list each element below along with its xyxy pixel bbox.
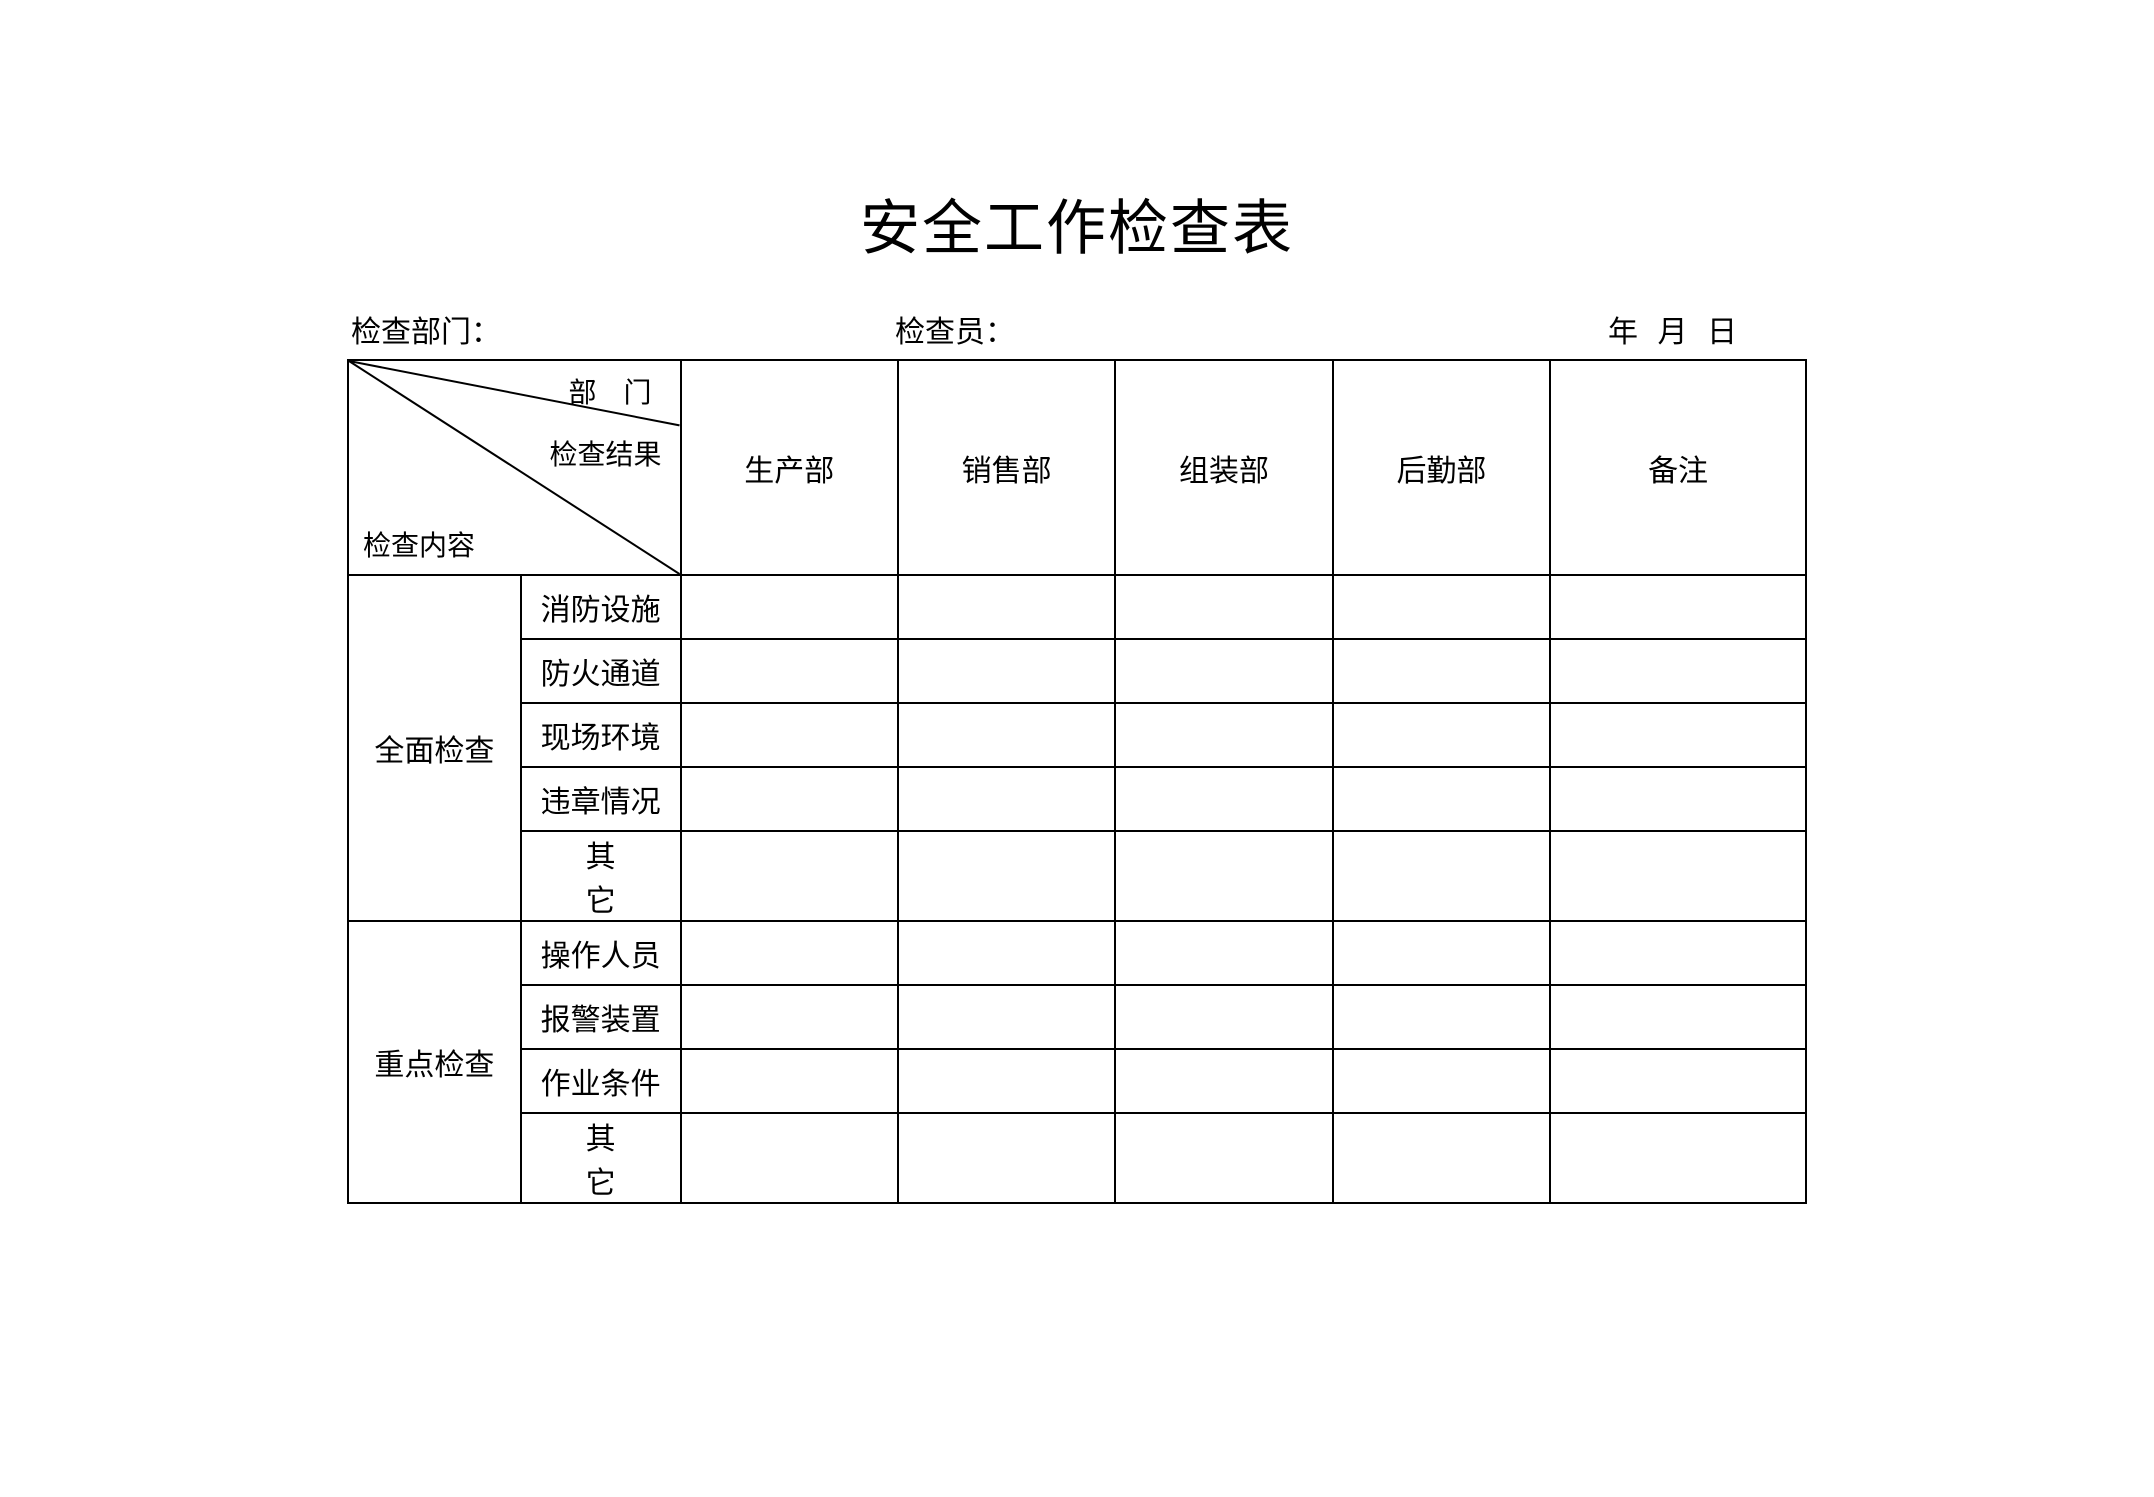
column-header: 销售部 (898, 360, 1115, 575)
data-cell (1115, 703, 1332, 767)
data-cell (898, 575, 1115, 639)
item-label: 防火通道 (521, 639, 681, 703)
group-label: 全面检查 (348, 575, 521, 921)
data-cell (681, 703, 898, 767)
data-cell (681, 831, 898, 921)
data-cell (1333, 575, 1550, 639)
data-cell (681, 575, 898, 639)
table-row: 重点检查 操作人员 (348, 921, 1806, 985)
data-cell (1550, 1049, 1806, 1113)
data-cell (1115, 1049, 1332, 1113)
diagonal-header-cell: 部 门 检查结果 检查内容 (348, 360, 681, 575)
data-cell (1550, 639, 1806, 703)
data-cell (898, 831, 1115, 921)
data-cell (681, 639, 898, 703)
item-label: 操作人员 (521, 921, 681, 985)
column-header: 备注 (1550, 360, 1806, 575)
page-title: 安全工作检查表 (150, 180, 2004, 267)
data-cell (898, 985, 1115, 1049)
table-row: 报警装置 (348, 985, 1806, 1049)
data-cell (1550, 767, 1806, 831)
document-page: 安全工作检查表 检查部门： 检查员： 年 月 日 部 门 检查结果 检查内容 (0, 0, 2154, 1204)
data-cell (898, 1049, 1115, 1113)
data-cell (898, 639, 1115, 703)
column-header: 生产部 (681, 360, 898, 575)
data-cell (1115, 831, 1332, 921)
table-row: 现场环境 (348, 703, 1806, 767)
item-label: 作业条件 (521, 1049, 681, 1113)
table-row: 防火通道 (348, 639, 1806, 703)
diag-label-bottom: 检查内容 (363, 524, 475, 564)
data-cell (1115, 767, 1332, 831)
data-cell (681, 767, 898, 831)
data-cell (1333, 1049, 1550, 1113)
header-info-row: 检查部门： 检查员： 年 月 日 (347, 307, 1807, 359)
item-label: 其 它 (521, 1113, 681, 1203)
data-cell (1115, 575, 1332, 639)
item-label: 违章情况 (521, 767, 681, 831)
data-cell (1115, 921, 1332, 985)
data-cell (1333, 1113, 1550, 1203)
data-cell (898, 921, 1115, 985)
table-row: 全面检查 消防设施 (348, 575, 1806, 639)
group-label: 重点检查 (348, 921, 521, 1203)
date-label: 年 月 日 (1319, 307, 1803, 351)
table-row: 其 它 (348, 831, 1806, 921)
dept-label: 检查部门： (351, 307, 775, 351)
data-cell (1550, 985, 1806, 1049)
data-cell (681, 1049, 898, 1113)
table-row: 违章情况 (348, 767, 1806, 831)
data-cell (681, 985, 898, 1049)
column-header: 后勤部 (1333, 360, 1550, 575)
data-cell (1333, 639, 1550, 703)
data-cell (1333, 831, 1550, 921)
data-cell (1333, 703, 1550, 767)
data-cell (898, 703, 1115, 767)
table-row: 其 它 (348, 1113, 1806, 1203)
table-row: 作业条件 (348, 1049, 1806, 1113)
item-label: 报警装置 (521, 985, 681, 1049)
table-header-row: 部 门 检查结果 检查内容 生产部 销售部 组装部 后勤部 备注 (348, 360, 1806, 575)
item-label: 其 它 (521, 831, 681, 921)
data-cell (1115, 985, 1332, 1049)
data-cell (1550, 921, 1806, 985)
data-cell (681, 921, 898, 985)
data-cell (1333, 985, 1550, 1049)
diag-label-top: 部 门 (569, 371, 662, 411)
data-cell (1550, 1113, 1806, 1203)
inspection-table: 部 门 检查结果 检查内容 生产部 销售部 组装部 后勤部 备注 全面检查 消防… (347, 359, 1807, 1204)
data-cell (1115, 1113, 1332, 1203)
data-cell (1550, 831, 1806, 921)
inspector-label: 检查员： (775, 307, 1319, 351)
data-cell (898, 767, 1115, 831)
data-cell (681, 1113, 898, 1203)
data-cell (1333, 767, 1550, 831)
diag-label-middle: 检查结果 (550, 433, 662, 473)
data-cell (1115, 639, 1332, 703)
data-cell (1333, 921, 1550, 985)
column-header: 组装部 (1115, 360, 1332, 575)
data-cell (1550, 703, 1806, 767)
data-cell (898, 1113, 1115, 1203)
item-label: 现场环境 (521, 703, 681, 767)
data-cell (1550, 575, 1806, 639)
item-label: 消防设施 (521, 575, 681, 639)
